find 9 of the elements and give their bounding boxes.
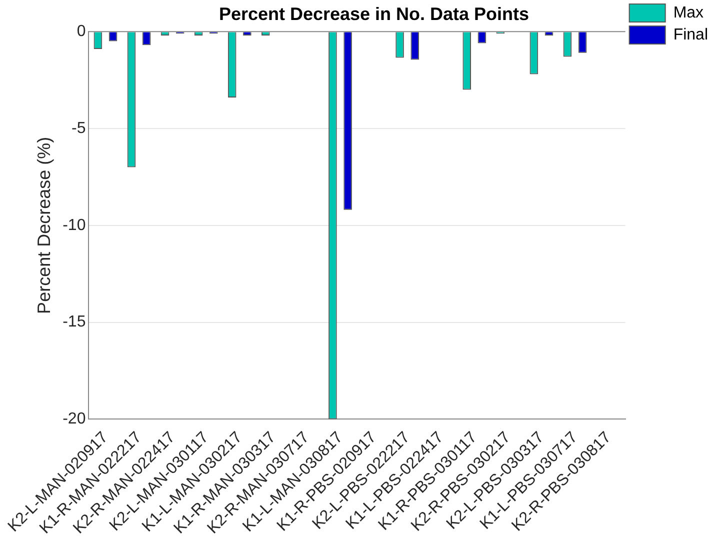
y-tick-label: -20 — [62, 410, 86, 428]
y-tick-label: 0 — [76, 23, 86, 40]
legend-label: Max — [673, 4, 704, 22]
y-axis-title: Percent Decrease (%) — [34, 136, 54, 314]
y-tick-label: -10 — [62, 216, 86, 234]
y-tick-label: -5 — [71, 120, 86, 137]
legend-label: Final — [673, 26, 708, 44]
y-tick-label: -15 — [62, 314, 86, 331]
chart-title: Percent Decrease in No. Data Points — [218, 4, 530, 24]
